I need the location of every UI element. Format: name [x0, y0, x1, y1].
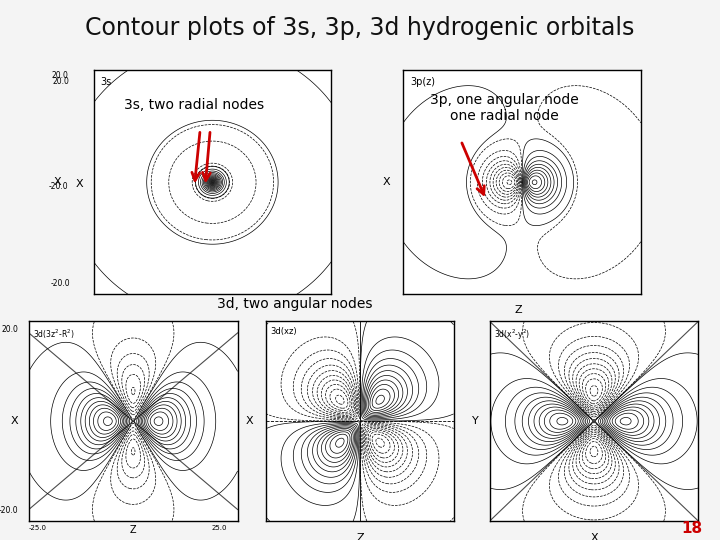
Text: X: X	[76, 179, 83, 188]
Text: -25.0: -25.0	[29, 525, 47, 531]
Text: 3d(x$^2$-y$^2$): 3d(x$^2$-y$^2$)	[494, 327, 530, 342]
Text: -20.0: -20.0	[50, 279, 70, 288]
Text: X: X	[10, 416, 18, 426]
Text: Z: Z	[515, 305, 522, 315]
Text: X: X	[54, 177, 62, 187]
Text: 3s: 3s	[101, 77, 112, 87]
Text: 18: 18	[681, 521, 702, 536]
Text: 3p, one angular node
one radial node: 3p, one angular node one radial node	[430, 93, 578, 123]
Text: 20.0: 20.0	[53, 77, 70, 86]
Text: 3d(3z$^2$-R$^2$): 3d(3z$^2$-R$^2$)	[33, 327, 74, 341]
Text: 3s, two radial nodes: 3s, two radial nodes	[125, 98, 264, 112]
Text: 20.0: 20.0	[1, 325, 18, 334]
Text: X: X	[590, 533, 598, 540]
Text: -20.0: -20.0	[0, 506, 18, 515]
Text: X: X	[383, 177, 390, 187]
Text: Z: Z	[356, 533, 364, 540]
Text: 3d(xz): 3d(xz)	[270, 327, 297, 336]
Text: Y: Y	[472, 416, 478, 426]
Text: 3d, two angular nodes: 3d, two angular nodes	[217, 297, 373, 310]
Text: -20.0: -20.0	[49, 182, 68, 191]
Text: Contour plots of 3s, 3p, 3d hydrogenic orbitals: Contour plots of 3s, 3p, 3d hydrogenic o…	[85, 16, 635, 40]
Text: 25.0: 25.0	[211, 525, 227, 531]
Text: Z: Z	[130, 525, 137, 536]
Text: 3p(z): 3p(z)	[410, 77, 436, 87]
Text: X: X	[246, 416, 253, 426]
Text: 20.0: 20.0	[52, 71, 68, 80]
